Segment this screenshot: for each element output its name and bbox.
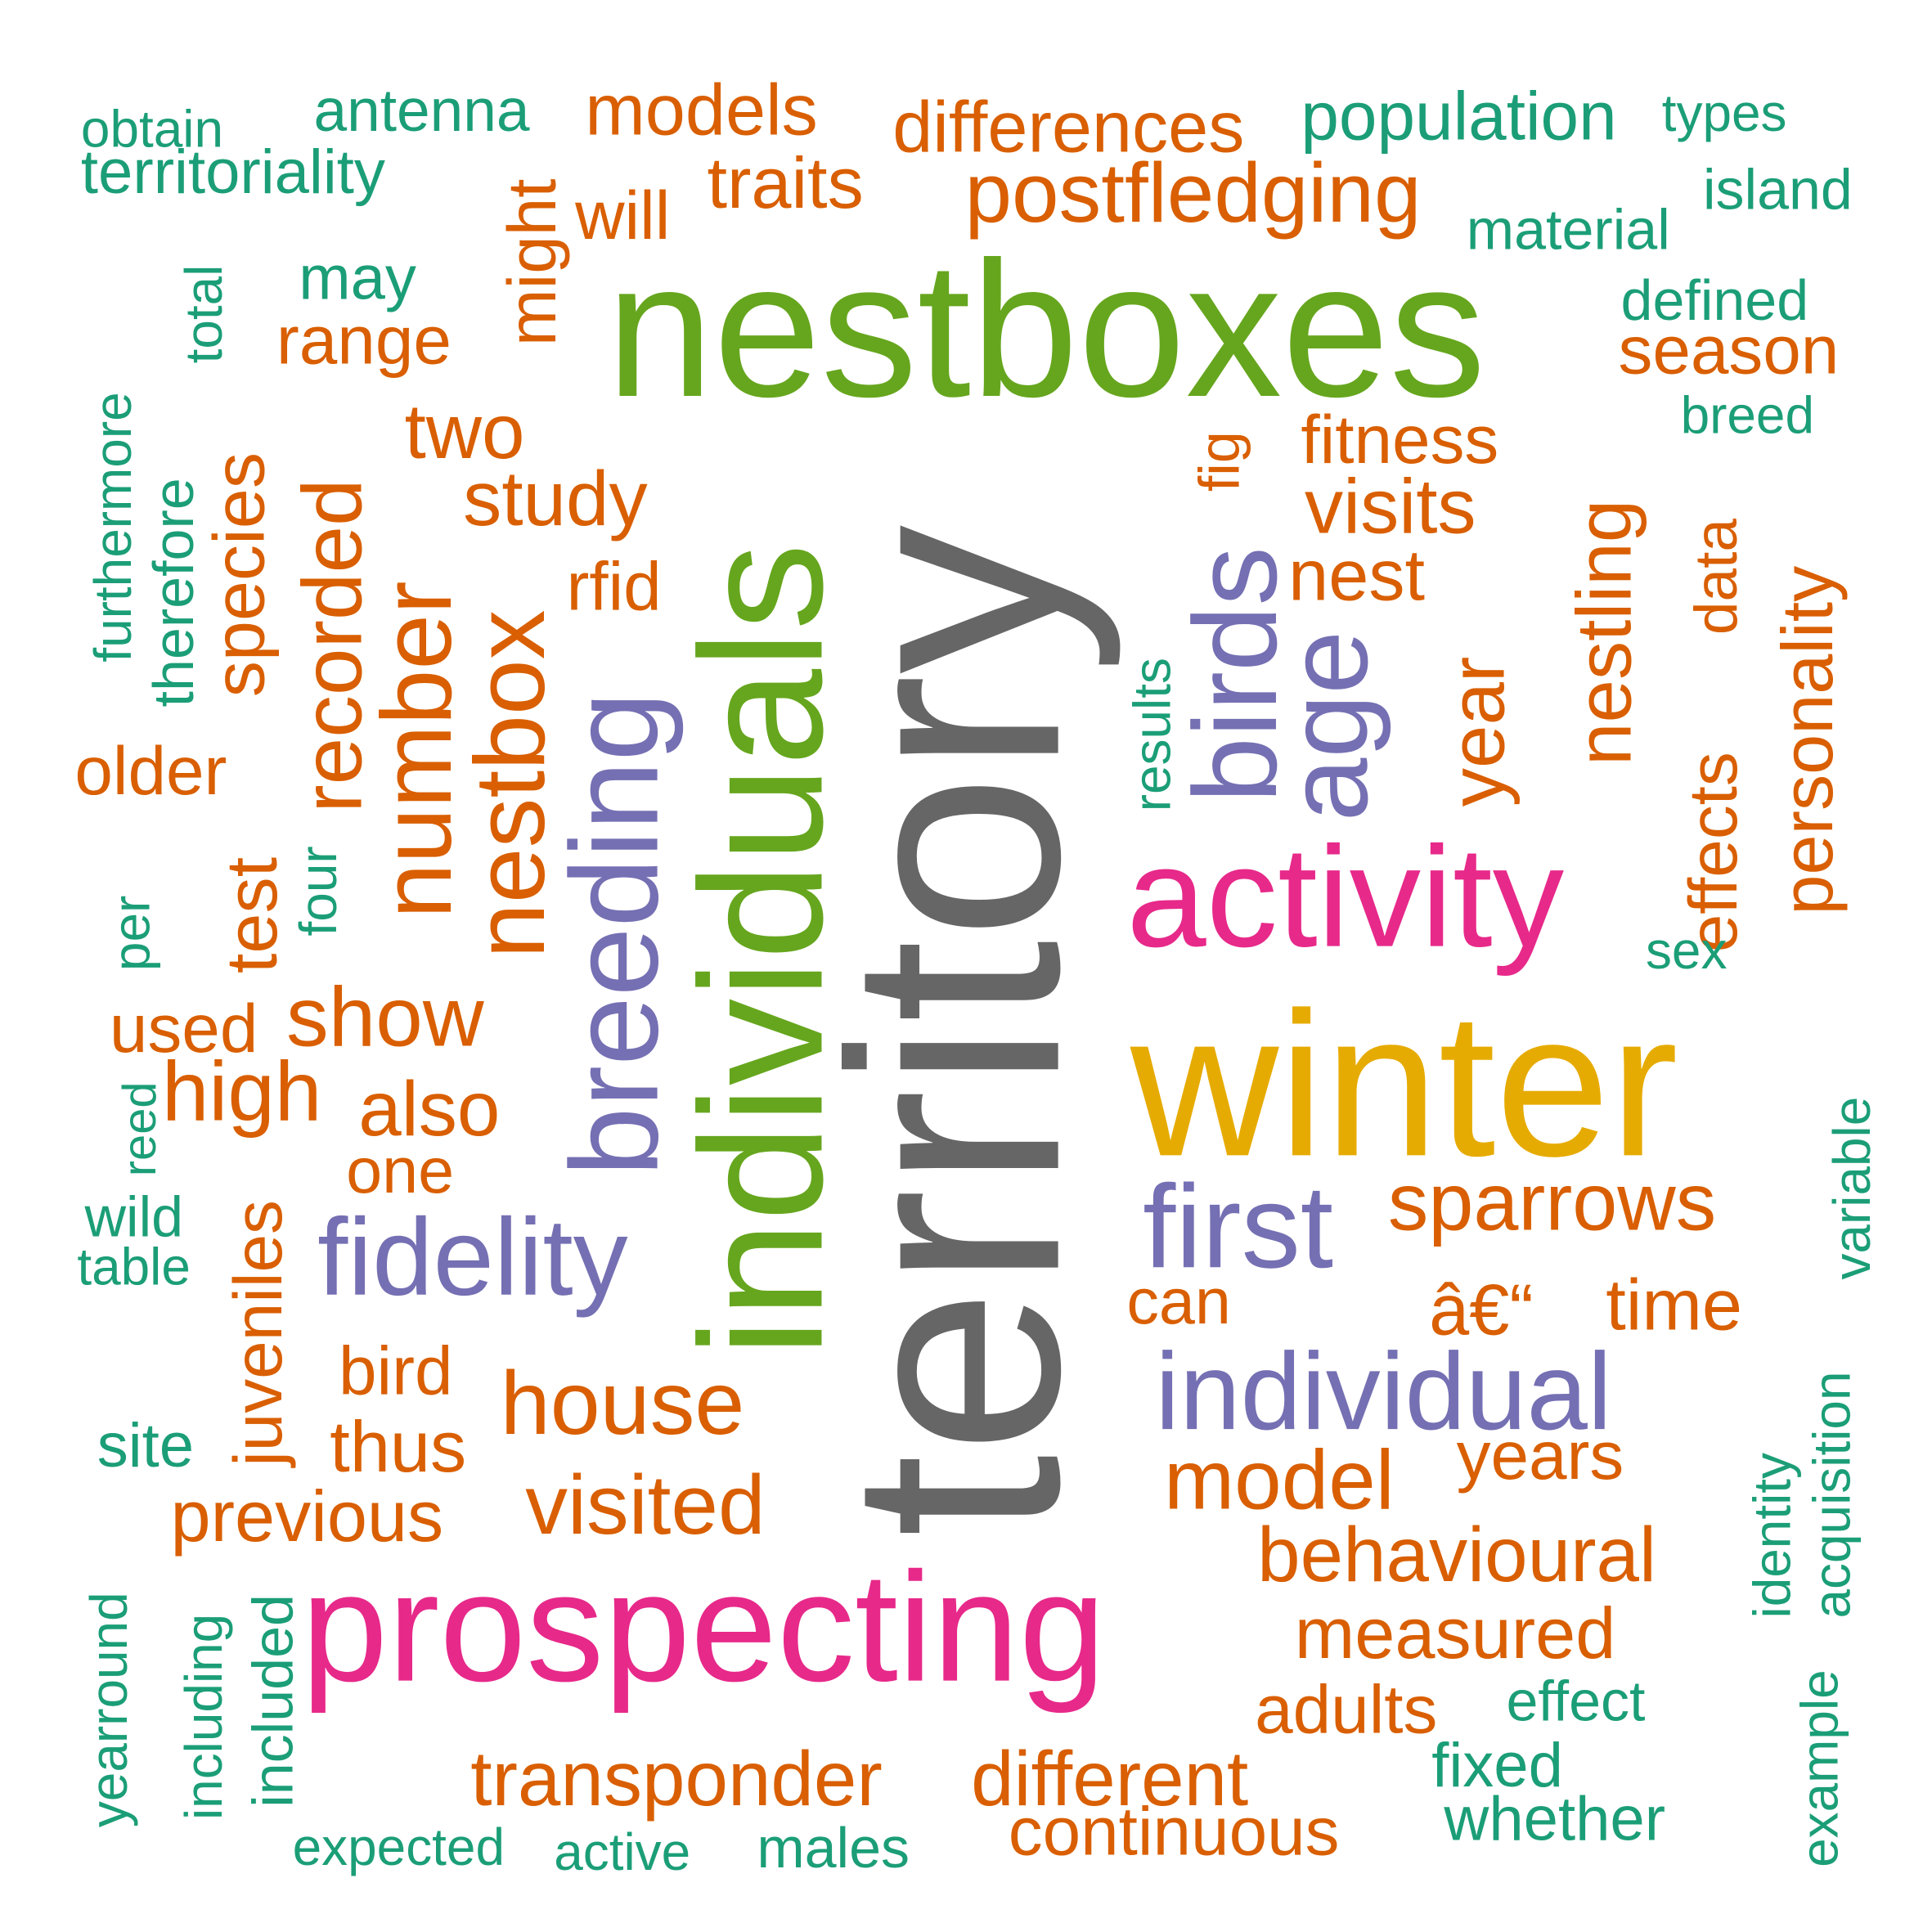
word-test: test <box>211 857 292 973</box>
word-activity: activity <box>1126 818 1564 977</box>
word-males: males <box>757 1816 910 1880</box>
word-fixed: fixed <box>1431 1731 1563 1800</box>
word-model: model <box>1164 1432 1395 1527</box>
word-number: number <box>361 581 472 919</box>
word-two: two <box>405 389 525 474</box>
word-behavioural: behavioural <box>1257 1512 1656 1597</box>
word-variable: variable <box>1822 1097 1881 1280</box>
word-measured: measured <box>1295 1593 1616 1674</box>
word-study: study <box>463 456 647 541</box>
word-juveniles: juveniles <box>219 1200 296 1469</box>
word-nestbox: nestbox <box>454 609 565 958</box>
word-acquisition: acquisition <box>1803 1372 1862 1619</box>
word-territory: territory <box>789 525 1124 1538</box>
word-one: one <box>346 1134 454 1206</box>
word-traits: traits <box>707 142 863 223</box>
word-antenna: antenna <box>314 78 530 144</box>
word-can: can <box>1126 1265 1231 1337</box>
word-yearround: yearround <box>79 1592 138 1827</box>
word-effects: effects <box>1674 752 1751 952</box>
word-territoriality: territoriality <box>81 137 385 207</box>
word-breed: breed <box>1681 386 1814 445</box>
word-visits: visits <box>1305 463 1476 549</box>
word-different: different <box>971 1736 1248 1822</box>
word-first: first <box>1143 1160 1333 1292</box>
word-results: results <box>1123 658 1182 811</box>
word-island: island <box>1703 158 1853 222</box>
word-transponder: transponder <box>470 1736 883 1822</box>
word-material: material <box>1467 197 1670 261</box>
word-reed: reed <box>114 1081 166 1176</box>
word-nestling: nestling <box>1561 500 1647 766</box>
word-personality: personality <box>1767 566 1848 915</box>
word-effect: effect <box>1507 1669 1646 1732</box>
word-recorded: recorded <box>284 479 379 812</box>
word-including: including <box>174 1614 233 1820</box>
word-models: models <box>585 69 818 150</box>
word-winter: winter <box>1130 970 1678 1199</box>
word-obtain: obtain <box>81 100 223 159</box>
word-season: season <box>1618 312 1839 389</box>
word-previous: previous <box>171 1476 444 1557</box>
word-older: older <box>74 732 227 809</box>
word-fitness: fitness <box>1301 401 1498 478</box>
word-furthermore: furthermore <box>83 392 142 662</box>
word-breeding: breeding <box>546 692 685 1176</box>
word-adults: adults <box>1255 1670 1437 1747</box>
word-total: total <box>174 265 233 364</box>
word-continuous: continuous <box>1009 1793 1340 1870</box>
word-years: years <box>1457 1417 1624 1494</box>
word-used: used <box>110 990 258 1067</box>
word-range: range <box>276 301 452 378</box>
word-wild: wild <box>83 1184 183 1248</box>
word-fig: fig <box>1187 431 1251 492</box>
word-show: show <box>286 968 484 1063</box>
word-per: per <box>102 896 161 971</box>
word-data: data <box>1683 519 1750 636</box>
word-active: active <box>554 1822 690 1881</box>
word-bird: bird <box>339 1332 453 1409</box>
word-population: population <box>1301 77 1616 154</box>
word-four: four <box>289 846 348 936</box>
word-nest: nest <box>1288 535 1425 616</box>
word-time: time <box>1606 1264 1742 1345</box>
word-rfid: rfid <box>566 548 661 625</box>
word-individuals: individuals <box>664 543 859 1357</box>
word-year: year <box>1434 657 1520 807</box>
word-table: table <box>77 1238 191 1296</box>
word-included: included <box>241 1594 305 1808</box>
word-defined: defined <box>1621 268 1809 332</box>
word-prospecting: prospecting <box>301 1541 1105 1714</box>
word-visited: visited <box>525 1457 765 1552</box>
word-high: high <box>162 1044 322 1139</box>
word-thus: thus <box>330 1406 466 1487</box>
word-differences: differences <box>892 87 1244 168</box>
word-expected: expected <box>293 1817 505 1876</box>
word-also: also <box>358 1066 500 1152</box>
word-will: will <box>574 177 670 254</box>
word-identity: identity <box>1743 1453 1802 1619</box>
word-individual: individual <box>1155 1331 1611 1453</box>
word-example: example <box>1790 1669 1849 1867</box>
word-may: may <box>299 243 416 312</box>
word-might: might <box>493 178 570 346</box>
word-postfledging: postfledging <box>964 145 1421 240</box>
word-whether: whether <box>1443 1784 1665 1853</box>
word-site: site <box>97 1411 194 1480</box>
word-sparrows: sparrows <box>1388 1157 1716 1247</box>
word-types: types <box>1662 83 1787 142</box>
word-therefore: therefore <box>142 478 205 707</box>
word-sex: sex <box>1646 921 1727 980</box>
word-species: species <box>199 452 280 697</box>
word-nestboxes: nestboxes <box>606 221 1485 437</box>
word-age: age <box>1263 631 1391 822</box>
word-birds: birds <box>1169 546 1301 802</box>
word-fidelity: fidelity <box>317 1197 628 1319</box>
word-house: house <box>501 1354 745 1453</box>
word-dash: â€“ <box>1429 1269 1534 1350</box>
